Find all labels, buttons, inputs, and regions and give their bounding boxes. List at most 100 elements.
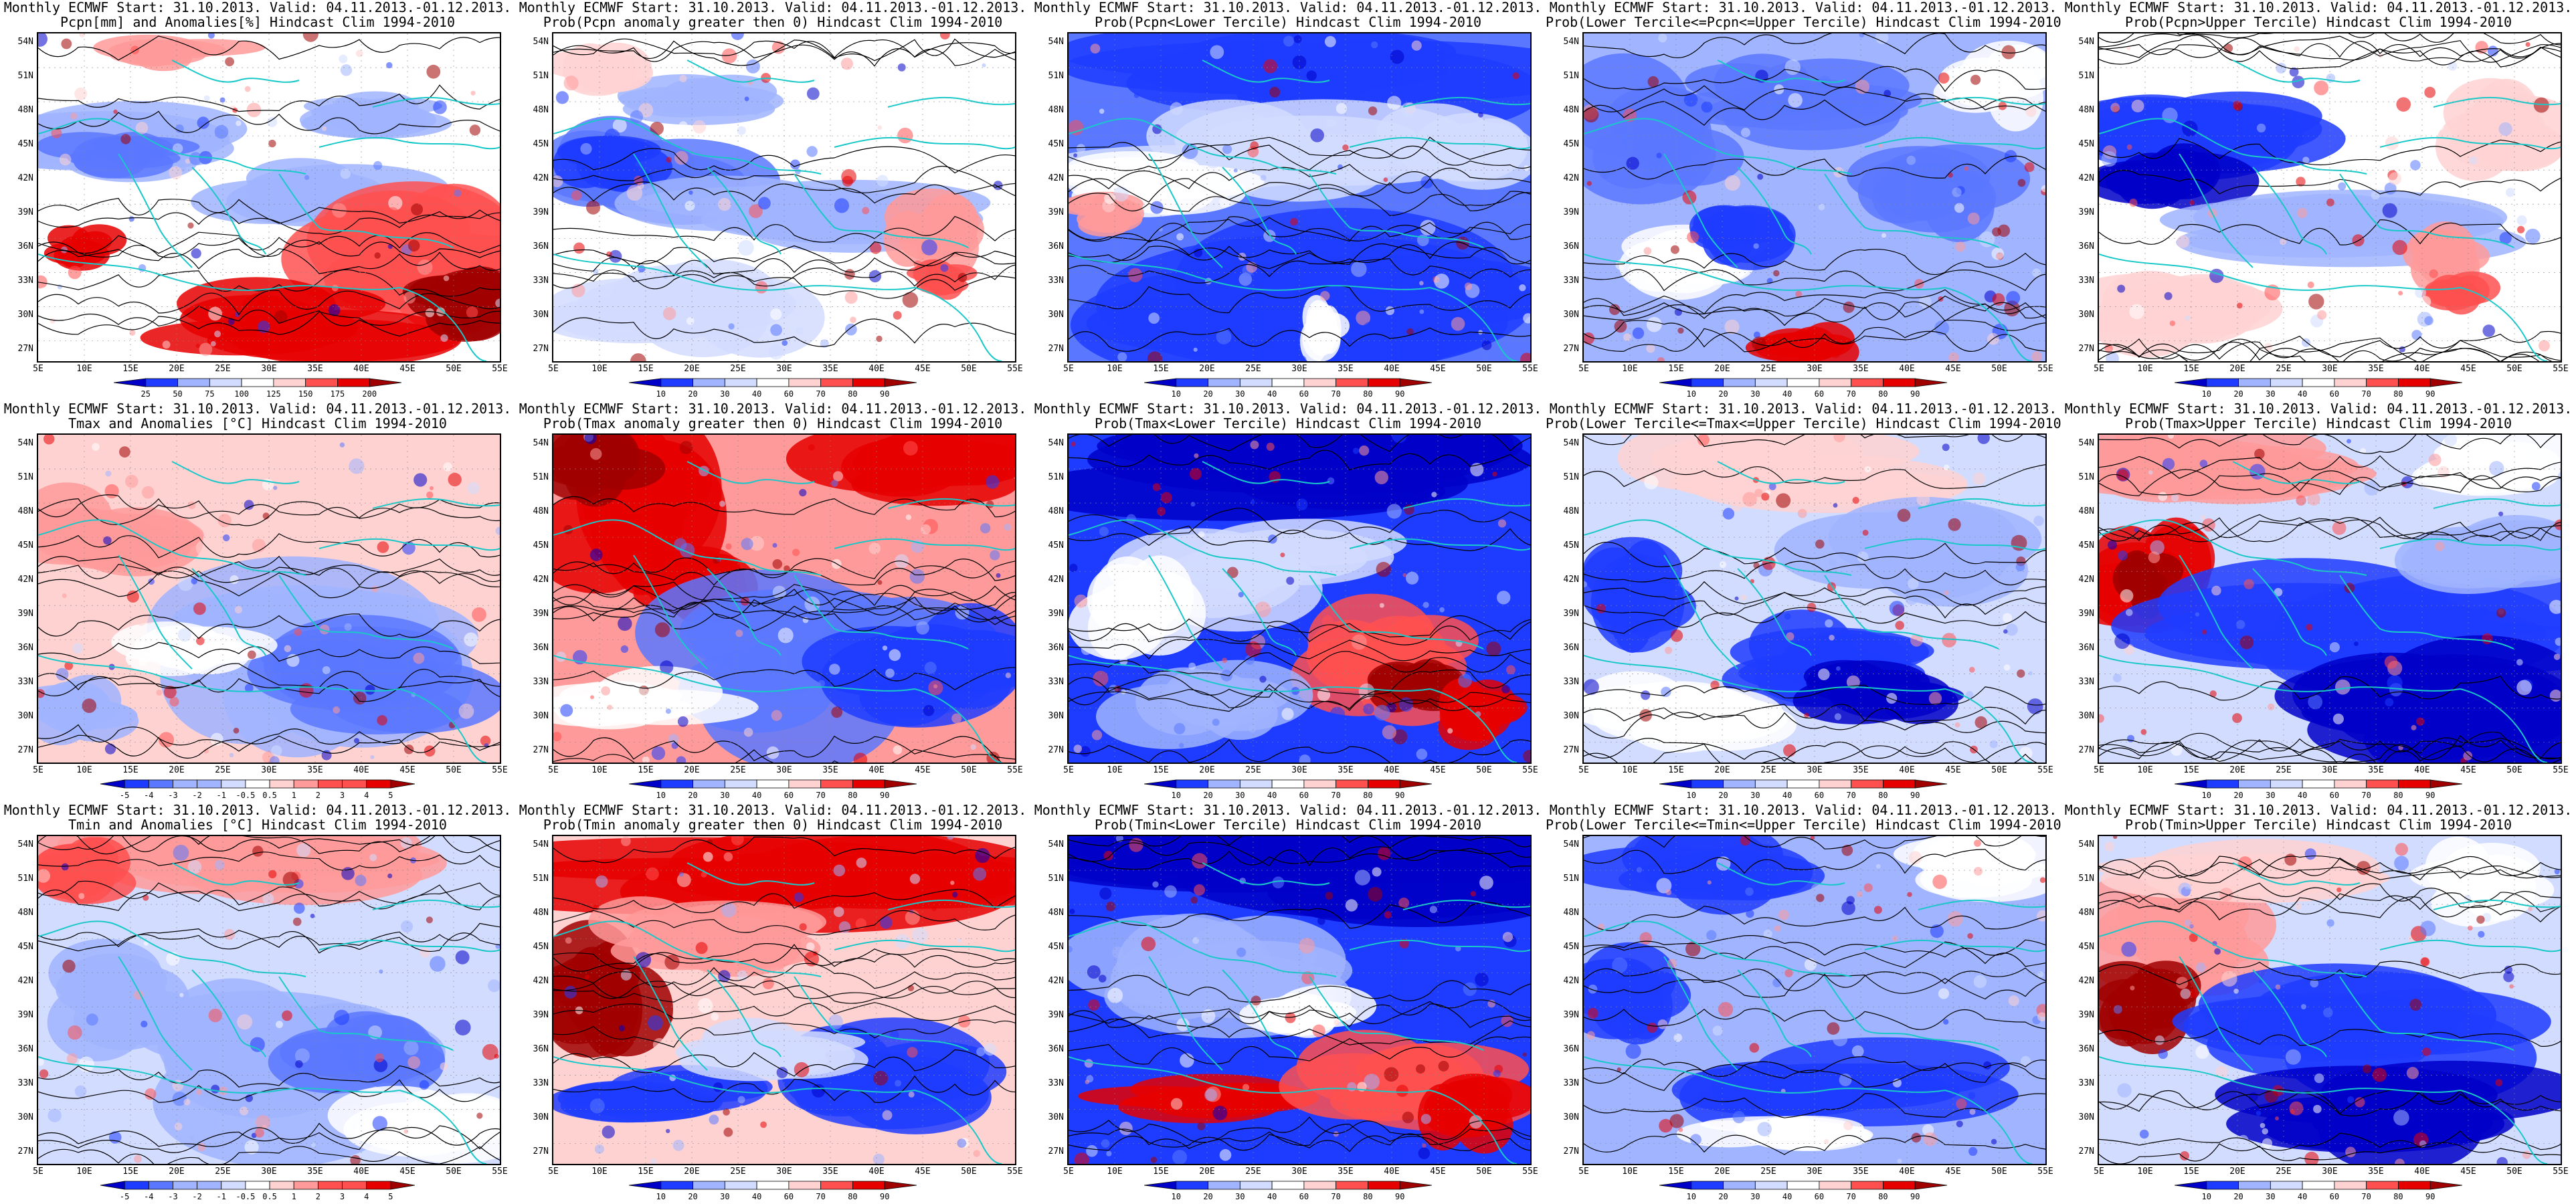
forecast-panel: Monthly ECMWF Start: 31.10.2013. Valid: … [1546,803,2061,1204]
field-speckle [104,743,116,755]
panel-subtitle: Prob(Tmax<Lower Tercile) Hindcast Clim 1… [1095,415,1481,431]
color-bar-label: 70 [2361,791,2371,800]
latitude-label: 45N [2078,139,2094,149]
field-speckle [43,435,55,445]
longitude-label: 40E [868,765,885,775]
coastline [1717,862,1845,886]
coastline [707,167,781,255]
coastline [2099,519,2367,576]
field-speckle [2180,1151,2189,1161]
coastline [794,976,969,1051]
longitude-label: 45E [915,1167,931,1177]
field-speckle [440,334,448,342]
field-speckle [1823,1139,1829,1144]
field-speckle [2496,608,2506,618]
field-speckle [284,645,292,653]
longitude-label: 20E [169,1167,185,1177]
panel-subtitle: Prob(Pcpn>Upper Tercile) Hindcast Clim 1… [2125,14,2512,30]
color-bar-label: 30 [2266,791,2276,800]
longitude-label: 5E [1578,364,1589,374]
field-speckle [1103,851,1113,861]
field-speckle [1351,261,1367,278]
field-speckle [1325,118,1336,128]
field-speckle [2166,725,2175,734]
field-speckle [2223,43,2233,53]
latitude-label: 30N [1048,1112,1064,1122]
field-speckle [210,340,216,346]
field-speckle [1740,594,1747,601]
field-speckle [1495,930,1503,939]
field-speckle [38,689,45,698]
contour-line [1069,841,1530,867]
color-bar-segment [1143,1181,1177,1190]
color-bar-segment [2429,1181,2463,1190]
field-speckle [806,942,815,951]
panel-subtitle: Prob(Tmax>Upper Tercile) Hindcast Clim 1… [2125,415,2512,431]
coastline [1202,862,1330,886]
field-speckle [741,538,753,550]
field-speckle [831,480,838,487]
field-speckle [1141,936,1156,951]
field-speckle [1612,957,1628,973]
field-speckle [1106,1150,1112,1157]
field-speckle [2129,304,2144,320]
color-bar-label: 30 [720,389,730,399]
contour-line [38,564,500,587]
coastline [1069,118,1337,175]
field-speckle [2336,887,2342,892]
field-speckle [595,875,608,888]
color-bar-label: -4 [144,791,154,800]
field-speckle [369,854,377,862]
color-bar-label: 70 [1846,1192,1856,1201]
field-speckle [208,1008,222,1023]
contour-line [2099,857,2561,884]
field-blob [1632,836,1783,888]
contour-line [38,836,500,854]
field-speckle [2436,123,2444,130]
latitude-label: 54N [1048,839,1064,849]
longitude-label: 15E [1668,765,1684,775]
field-speckle [1855,80,1869,94]
field-speckle [2126,609,2133,617]
longitude-label: 30E [776,1167,792,1177]
contour-line [1069,239,1530,265]
color-bar-segment [1176,779,1208,789]
color-bar-label: 40 [1782,791,1792,800]
color-bar-segment [788,779,822,789]
field-speckle [1420,219,1436,235]
color-bar-segment [1851,1181,1883,1190]
latitude-label: 36N [1563,1044,1579,1054]
color-bar-segment [1336,1181,1368,1190]
longitude-label: 45E [1945,765,1961,775]
field-speckle [1069,336,1075,350]
latitude-label: 51N [1563,874,1579,884]
field-speckle [1431,492,1437,498]
field-speckle [1938,72,1950,84]
coastline [1717,461,1845,484]
latitude-label: 48N [2078,908,2094,918]
coastline [2252,969,2327,1058]
field-speckle [1242,1084,1250,1091]
longitude-label: 5E [33,1167,43,1177]
field-speckle [1724,319,1740,334]
field-speckle [1164,885,1177,898]
color-bar-label: 40 [751,791,762,800]
field-speckle [130,45,140,55]
latitude-label: 45N [1563,540,1579,550]
field-speckle [386,62,393,69]
field-speckle [1475,973,1489,987]
color-bar-segment [390,779,416,789]
field-speckle [725,543,732,550]
field-speckle [604,128,620,144]
field-speckle [2275,984,2281,990]
color-bar-segment [1271,1181,1305,1190]
color-bar-segment [756,779,790,789]
field-speckle [163,686,177,699]
longitude-label: 15E [2183,1167,2199,1177]
field-speckle [674,150,688,165]
contour-line [1069,1116,1530,1143]
color-bar-label: 90 [1394,791,1405,800]
longitude-label: 35E [822,364,838,374]
field-speckle [650,122,664,136]
color-bar-label: 30 [1750,1192,1760,1201]
